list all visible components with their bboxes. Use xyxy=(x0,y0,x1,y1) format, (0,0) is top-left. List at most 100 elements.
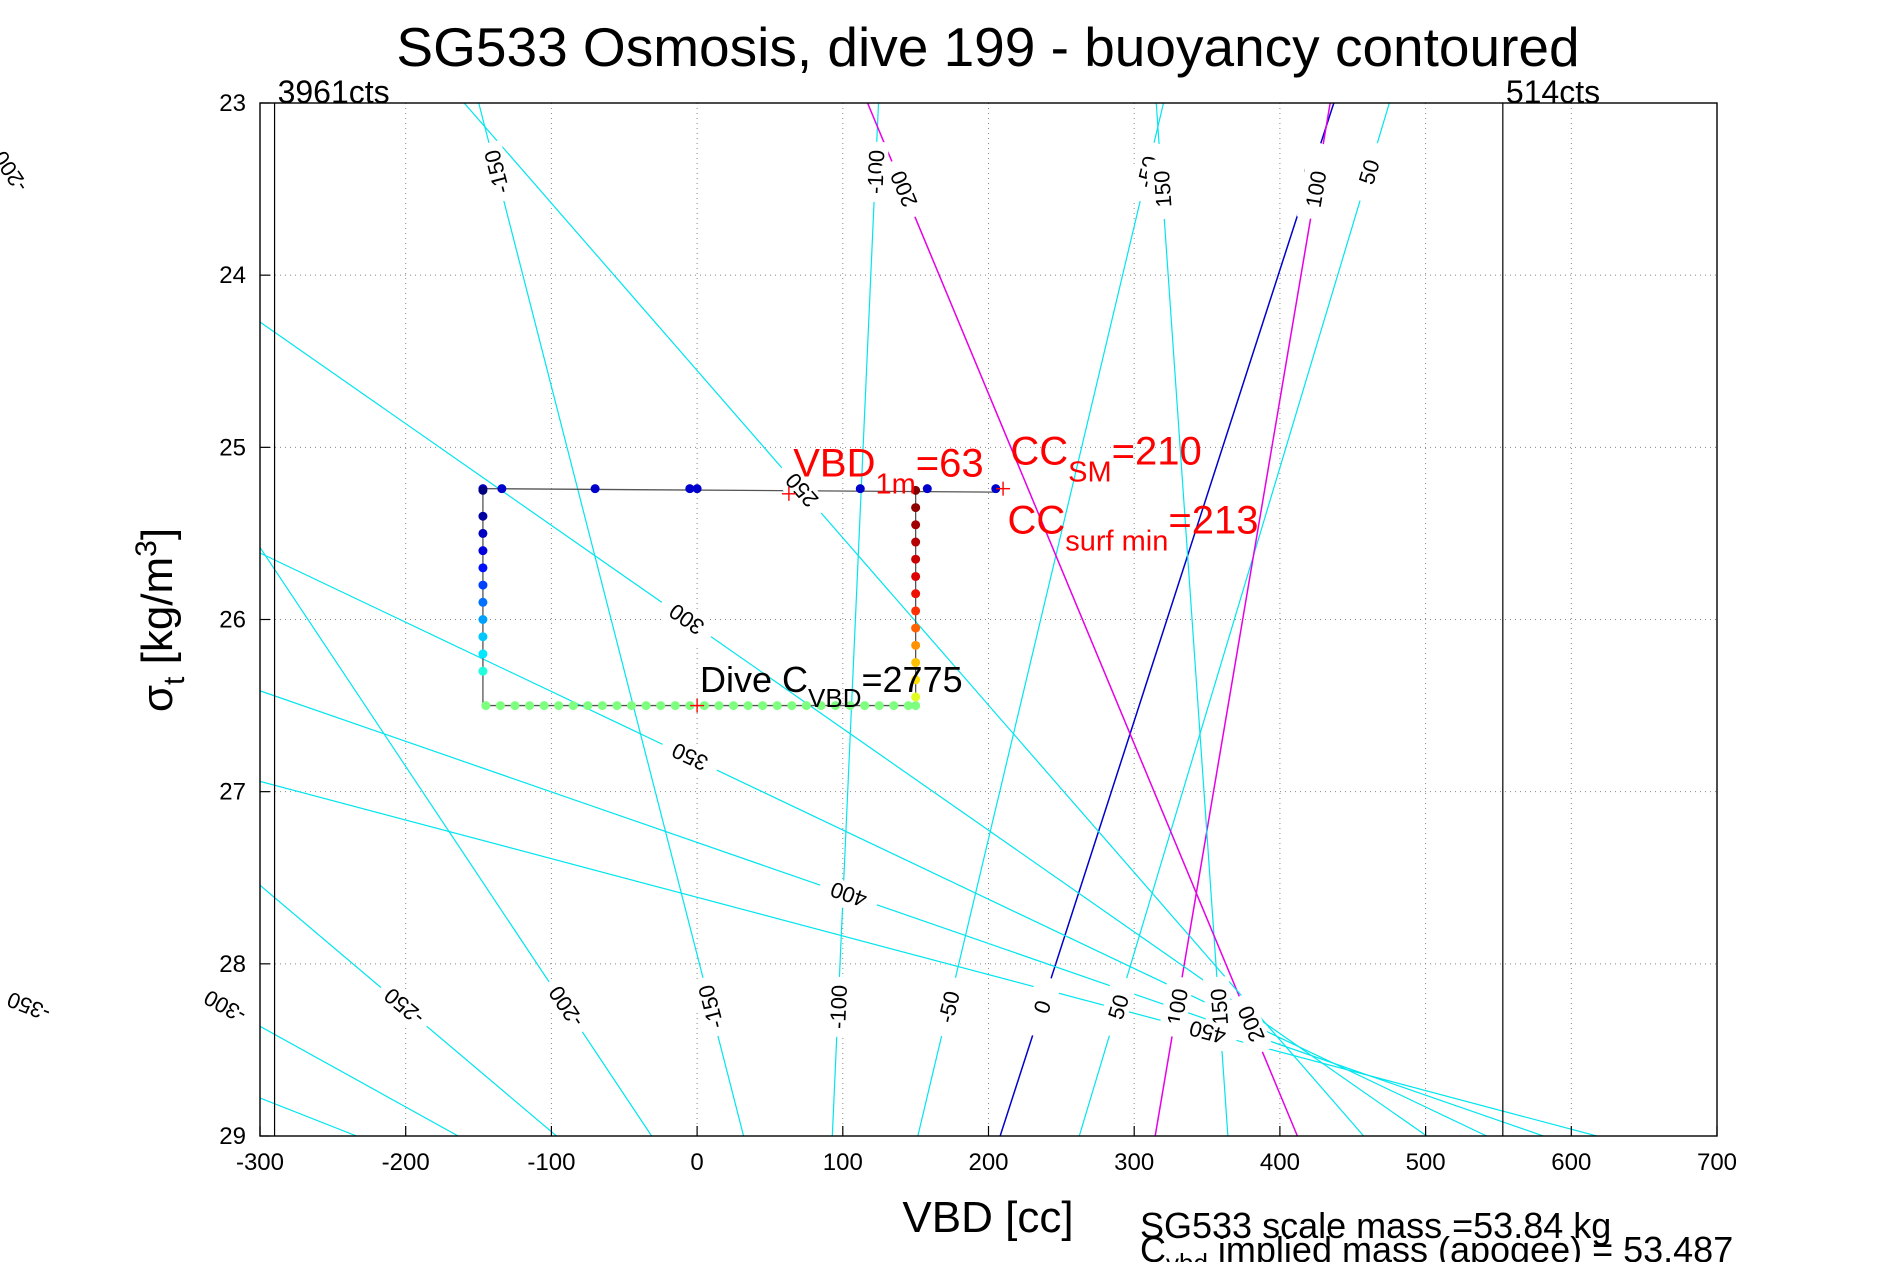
dive-point-bottom xyxy=(699,701,709,711)
dive-point-top xyxy=(922,484,932,494)
footer: SG533 scale mass =53.84 kg Cvbd implied … xyxy=(1140,1205,1733,1262)
dive-point-left xyxy=(478,615,488,624)
dive-point-bottom xyxy=(831,701,841,711)
x-tick-label: 600 xyxy=(1551,1149,1591,1176)
dive-point-right xyxy=(911,692,921,702)
dive-points xyxy=(478,484,1001,711)
footer-implied-sub: vbd xyxy=(1166,1248,1208,1262)
dive-point-bottom xyxy=(685,701,695,711)
dive-point-right xyxy=(911,640,921,650)
contour-label-top: -200 xyxy=(0,140,37,205)
contour-line xyxy=(0,103,144,1136)
contour-line xyxy=(0,103,252,1136)
cc-sm-annotation: CCSM=210 xyxy=(1010,430,1201,489)
contour-label-bottom: 50 xyxy=(1095,974,1139,1040)
contour-label-bottom: -300 xyxy=(191,981,257,1034)
dive-point-bottom xyxy=(903,701,913,711)
counts-label: 514cts xyxy=(1506,74,1600,110)
contour-line xyxy=(1155,103,1229,1136)
contour-line xyxy=(1078,103,1390,1136)
dive-point-left xyxy=(478,485,488,495)
dive-point-left xyxy=(478,546,488,556)
y-axis-label: σt [kg/m3] xyxy=(130,528,191,712)
dive-point-left xyxy=(478,632,488,642)
y-tick-label: 26 xyxy=(219,607,246,634)
dive-point-right xyxy=(911,675,921,685)
dive-point-right xyxy=(911,520,921,530)
dive-point-top xyxy=(590,484,600,494)
contour-label-top: -150 xyxy=(475,139,516,205)
dive-point-left xyxy=(478,563,488,573)
contour-line xyxy=(260,884,557,1136)
dive-point-bottom xyxy=(889,701,899,711)
dive-point-bottom xyxy=(583,701,593,711)
contour-label-bottom: 0 xyxy=(1019,974,1063,1040)
contour-label-bottom-text: -150 xyxy=(693,982,728,1031)
dive-point-left xyxy=(478,580,488,590)
contour-label-top: 100 xyxy=(1296,157,1333,221)
dive-point-right xyxy=(911,658,921,668)
dive-point-bottom xyxy=(816,701,826,711)
y-axis-label-sup: 3 xyxy=(130,540,163,557)
x-tick-label: 300 xyxy=(1114,1149,1154,1176)
dive-point-top xyxy=(692,484,702,494)
counts-label: 3961cts xyxy=(278,74,390,110)
dive-point-bottom xyxy=(787,701,797,711)
contour-label-bottom: -350 xyxy=(0,984,61,1031)
y-tick-label: 25 xyxy=(219,434,246,461)
dive-point-bottom xyxy=(801,701,811,711)
contour-line xyxy=(0,103,33,1136)
contour-label-bottom: -150 xyxy=(689,974,730,1040)
y-tick-label: 24 xyxy=(219,262,246,289)
svg-text:σt [kg/m3]: σt [kg/m3] xyxy=(130,528,191,712)
dive-point-right xyxy=(911,589,921,599)
y-axis-label-sigma: σ xyxy=(133,685,182,712)
dive-point-bottom xyxy=(627,701,637,711)
contour-label-top: 300 xyxy=(653,592,718,649)
dive-point-bottom xyxy=(758,701,768,711)
vbd1m-annotation: VBD1m=63 xyxy=(793,442,983,501)
y-tick-label: 28 xyxy=(219,951,246,978)
dive-point-top xyxy=(685,484,695,494)
dive-point-bottom xyxy=(860,701,870,711)
x-axis-label: VBD [cc] xyxy=(902,1193,1073,1242)
contour-label-top-text: 150 xyxy=(1149,170,1176,208)
contour-line xyxy=(1154,103,1331,1136)
contour-label-top: 400 xyxy=(815,873,881,919)
dive-point-bottom xyxy=(568,701,578,711)
y-tick-label: 29 xyxy=(219,1123,246,1150)
contour-label-top: 50 xyxy=(1346,139,1389,205)
dive-point-bottom xyxy=(525,701,535,711)
dive-point-top xyxy=(991,484,1001,494)
dive-point-left xyxy=(478,666,488,676)
dive-point-right xyxy=(911,503,921,513)
contour-line xyxy=(831,103,880,1136)
contour-line xyxy=(478,103,745,1136)
dive-point-left xyxy=(478,528,488,538)
dive-point-right xyxy=(911,606,921,616)
contour-label-bottom: -100 xyxy=(822,976,852,1038)
chart-title: SG533 Osmosis, dive 199 - buoyancy conto… xyxy=(396,16,1579,78)
dive-point-left xyxy=(478,649,488,659)
dive-point-top xyxy=(497,484,507,494)
contour-label-bottom: -250 xyxy=(371,978,435,1037)
contour-label-bottom: -200 xyxy=(537,975,593,1040)
x-tick-label: -300 xyxy=(236,1149,284,1176)
dive-point-right xyxy=(911,623,921,633)
dive-point-bottom xyxy=(874,701,884,711)
contour-line xyxy=(260,690,1544,1136)
y-axis-label-units: [kg/m xyxy=(133,557,182,677)
dive-point-bottom xyxy=(641,701,651,711)
dive-point-bottom xyxy=(670,701,680,711)
dive-point-left xyxy=(478,511,488,521)
dive-point-right xyxy=(911,554,921,564)
contour-label-bottom: -50 xyxy=(927,974,968,1039)
dive-point-bottom xyxy=(729,701,739,711)
dive-point-bottom xyxy=(481,701,491,711)
x-tick-label: 200 xyxy=(968,1149,1008,1176)
x-tick-label: 500 xyxy=(1406,1149,1446,1176)
footer-implied-tail: implied mass (apogee) = 53.487 xyxy=(1208,1229,1733,1262)
dive-point-right xyxy=(911,485,921,495)
contour-line xyxy=(260,780,1597,1136)
footer-implied-mass: Cvbd implied mass (apogee) = 53.487 xyxy=(1140,1229,1733,1262)
